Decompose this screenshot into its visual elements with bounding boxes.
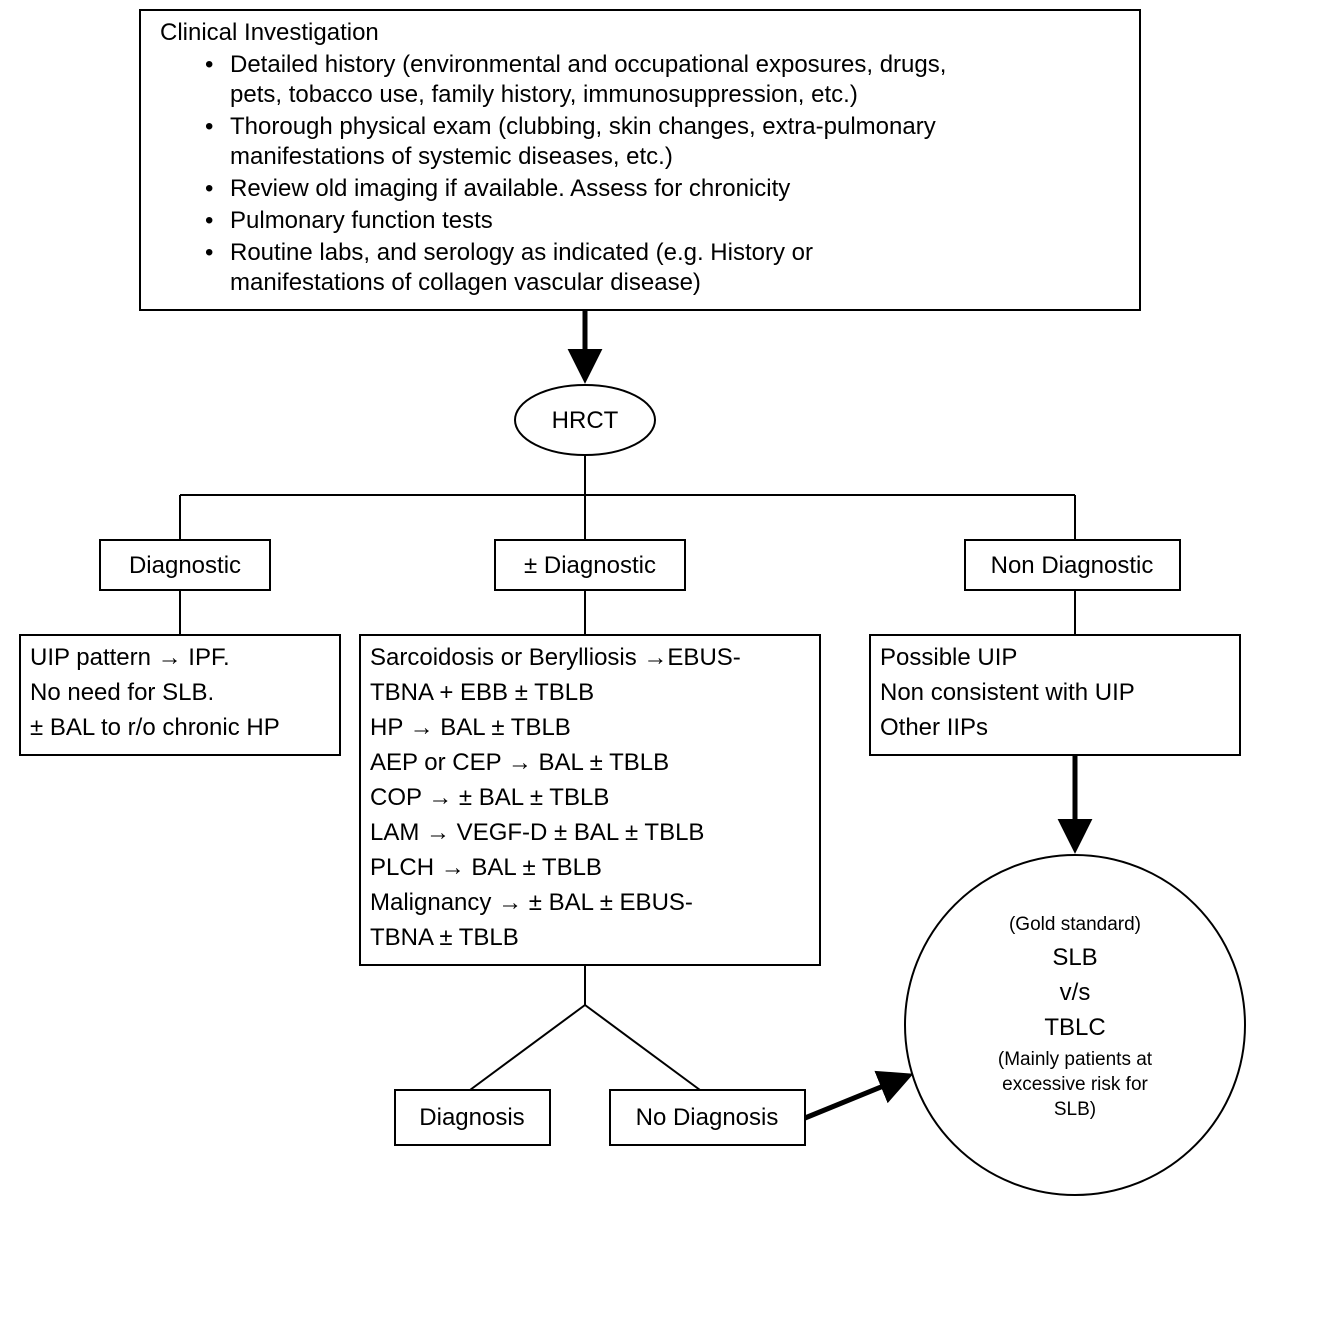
edge-nodiag-circle xyxy=(805,1076,908,1118)
svg-text:PLCH → BAL ± TBLB: PLCH → BAL ± TBLB xyxy=(370,854,602,881)
svg-text:•: • xyxy=(205,239,213,266)
svg-text:(Mainly patients at: (Mainly patients at xyxy=(998,1049,1153,1070)
svg-text:Pulmonary function tests: Pulmonary function tests xyxy=(230,207,493,234)
nd-line1: Non consistent with UIP xyxy=(880,679,1135,706)
plusminus-header-label: ± Diagnostic xyxy=(524,552,656,579)
svg-text:Malignancy → ± BAL ± EBUS-: Malignancy → ± BAL ± EBUS- xyxy=(370,889,693,916)
svg-text:manifestations of collagen vas: manifestations of collagen vascular dise… xyxy=(230,269,701,296)
nondiag-header-label: Non Diagnostic xyxy=(991,552,1154,579)
svg-text:SLB: SLB xyxy=(1052,944,1097,971)
svg-text:Detailed history (environmenta: Detailed history (environmental and occu… xyxy=(230,51,946,78)
svg-text:TBNA + EBB ± TBLB: TBNA + EBB ± TBLB xyxy=(370,679,594,706)
diag-line1: No need for SLB. xyxy=(30,679,214,706)
edge-pm-nodiagnosis xyxy=(585,1005,700,1090)
svg-text:LAM → VEGF-D ± BAL ± TBLB: LAM → VEGF-D ± BAL ± TBLB xyxy=(370,819,704,846)
diag-line0: UIP pattern → IPF. xyxy=(30,644,230,671)
svg-text:v/s: v/s xyxy=(1060,979,1091,1006)
svg-text:excessive risk for: excessive risk for xyxy=(1002,1074,1148,1095)
svg-text:manifestations of systemic dis: manifestations of systemic diseases, etc… xyxy=(230,143,673,170)
svg-text:Review old imaging if availabl: Review old imaging if available. Assess … xyxy=(230,175,790,202)
nodiagnosis-label: No Diagnosis xyxy=(636,1104,779,1131)
svg-text:(Gold standard): (Gold standard) xyxy=(1009,914,1141,935)
svg-text:•: • xyxy=(205,113,213,140)
nd-line0: Possible UIP xyxy=(880,644,1017,671)
svg-text:SLB): SLB) xyxy=(1054,1099,1096,1120)
nd-line2: Other IIPs xyxy=(880,714,988,741)
svg-text:•: • xyxy=(205,207,213,234)
svg-text:Sarcoidosis or Berylliosis →EB: Sarcoidosis or Berylliosis →EBUS- xyxy=(370,644,741,671)
flowchart-canvas: Clinical Investigation • Detailed histor… xyxy=(0,0,1318,1320)
diagnosis-label: Diagnosis xyxy=(419,1104,524,1131)
svg-text:Routine labs, and serology as: Routine labs, and serology as indicated … xyxy=(230,239,813,266)
svg-text:Thorough physical exam (clubbi: Thorough physical exam (clubbing, skin c… xyxy=(230,113,936,140)
svg-text:•: • xyxy=(205,175,213,202)
diag-line2: ± BAL to r/o chronic HP xyxy=(30,714,280,741)
diagnostic-header-label: Diagnostic xyxy=(129,552,241,579)
clinical-title: Clinical Investigation xyxy=(160,19,379,46)
svg-text:•: • xyxy=(205,51,213,78)
hrct-label: HRCT xyxy=(552,407,619,434)
svg-text:TBLC: TBLC xyxy=(1044,1014,1105,1041)
svg-text:pets, tobacco use, family hist: pets, tobacco use, family history, immun… xyxy=(230,81,858,108)
svg-text:AEP or CEP → BAL ± TBLB: AEP or CEP → BAL ± TBLB xyxy=(370,749,669,776)
edge-pm-diagnosis xyxy=(470,1005,585,1090)
svg-text:COP → ± BAL ± TBLB: COP → ± BAL ± TBLB xyxy=(370,784,609,811)
svg-text:HP → BAL ± TBLB: HP → BAL ± TBLB xyxy=(370,714,571,741)
svg-text:TBNA ± TBLB: TBNA ± TBLB xyxy=(370,924,519,951)
